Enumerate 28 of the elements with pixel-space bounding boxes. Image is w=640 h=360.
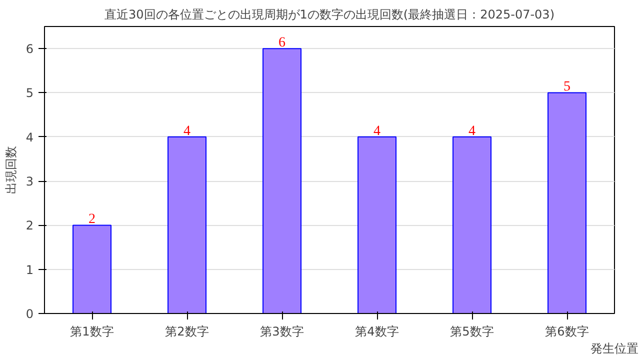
bar [452,136,492,314]
y-tick-label: 3 [26,174,34,189]
bar [548,92,586,314]
data-label: 6 [278,36,286,51]
y-tick-label: 4 [26,130,34,144]
y-tick-label: 5 [26,86,34,100]
x-tick-label: 第2数字 [165,324,209,338]
data-label: 2 [88,212,96,228]
x-tick-label: 第4数字 [355,324,399,338]
bar [262,48,302,314]
y-tick-label: 0 [26,307,34,321]
bar [72,224,112,314]
bar [168,136,206,314]
x-tick-label: 第1数字 [70,324,114,338]
data-label: 4 [468,124,476,139]
y-tick-label: 2 [26,218,34,233]
x-tick-label: 第3数字 [260,324,304,338]
x-tick-label: 第6数字 [545,324,589,338]
bar [358,136,396,314]
x-axis-title: 発生位置 [590,342,638,356]
data-label: 4 [184,124,190,139]
y-tick-label: 6 [26,42,34,56]
data-label: 4 [374,124,380,139]
x-tick-label: 第5数字 [450,324,494,338]
chart-title: 直近30回の各位置ごとの出現周期が1の数字の出現回数(最終抽選日：2025-07-03) [104,8,555,22]
y-tick-label: 1 [26,262,34,277]
data-label: 5 [564,80,570,95]
y-axis-title: 出現回数 [4,146,18,194]
